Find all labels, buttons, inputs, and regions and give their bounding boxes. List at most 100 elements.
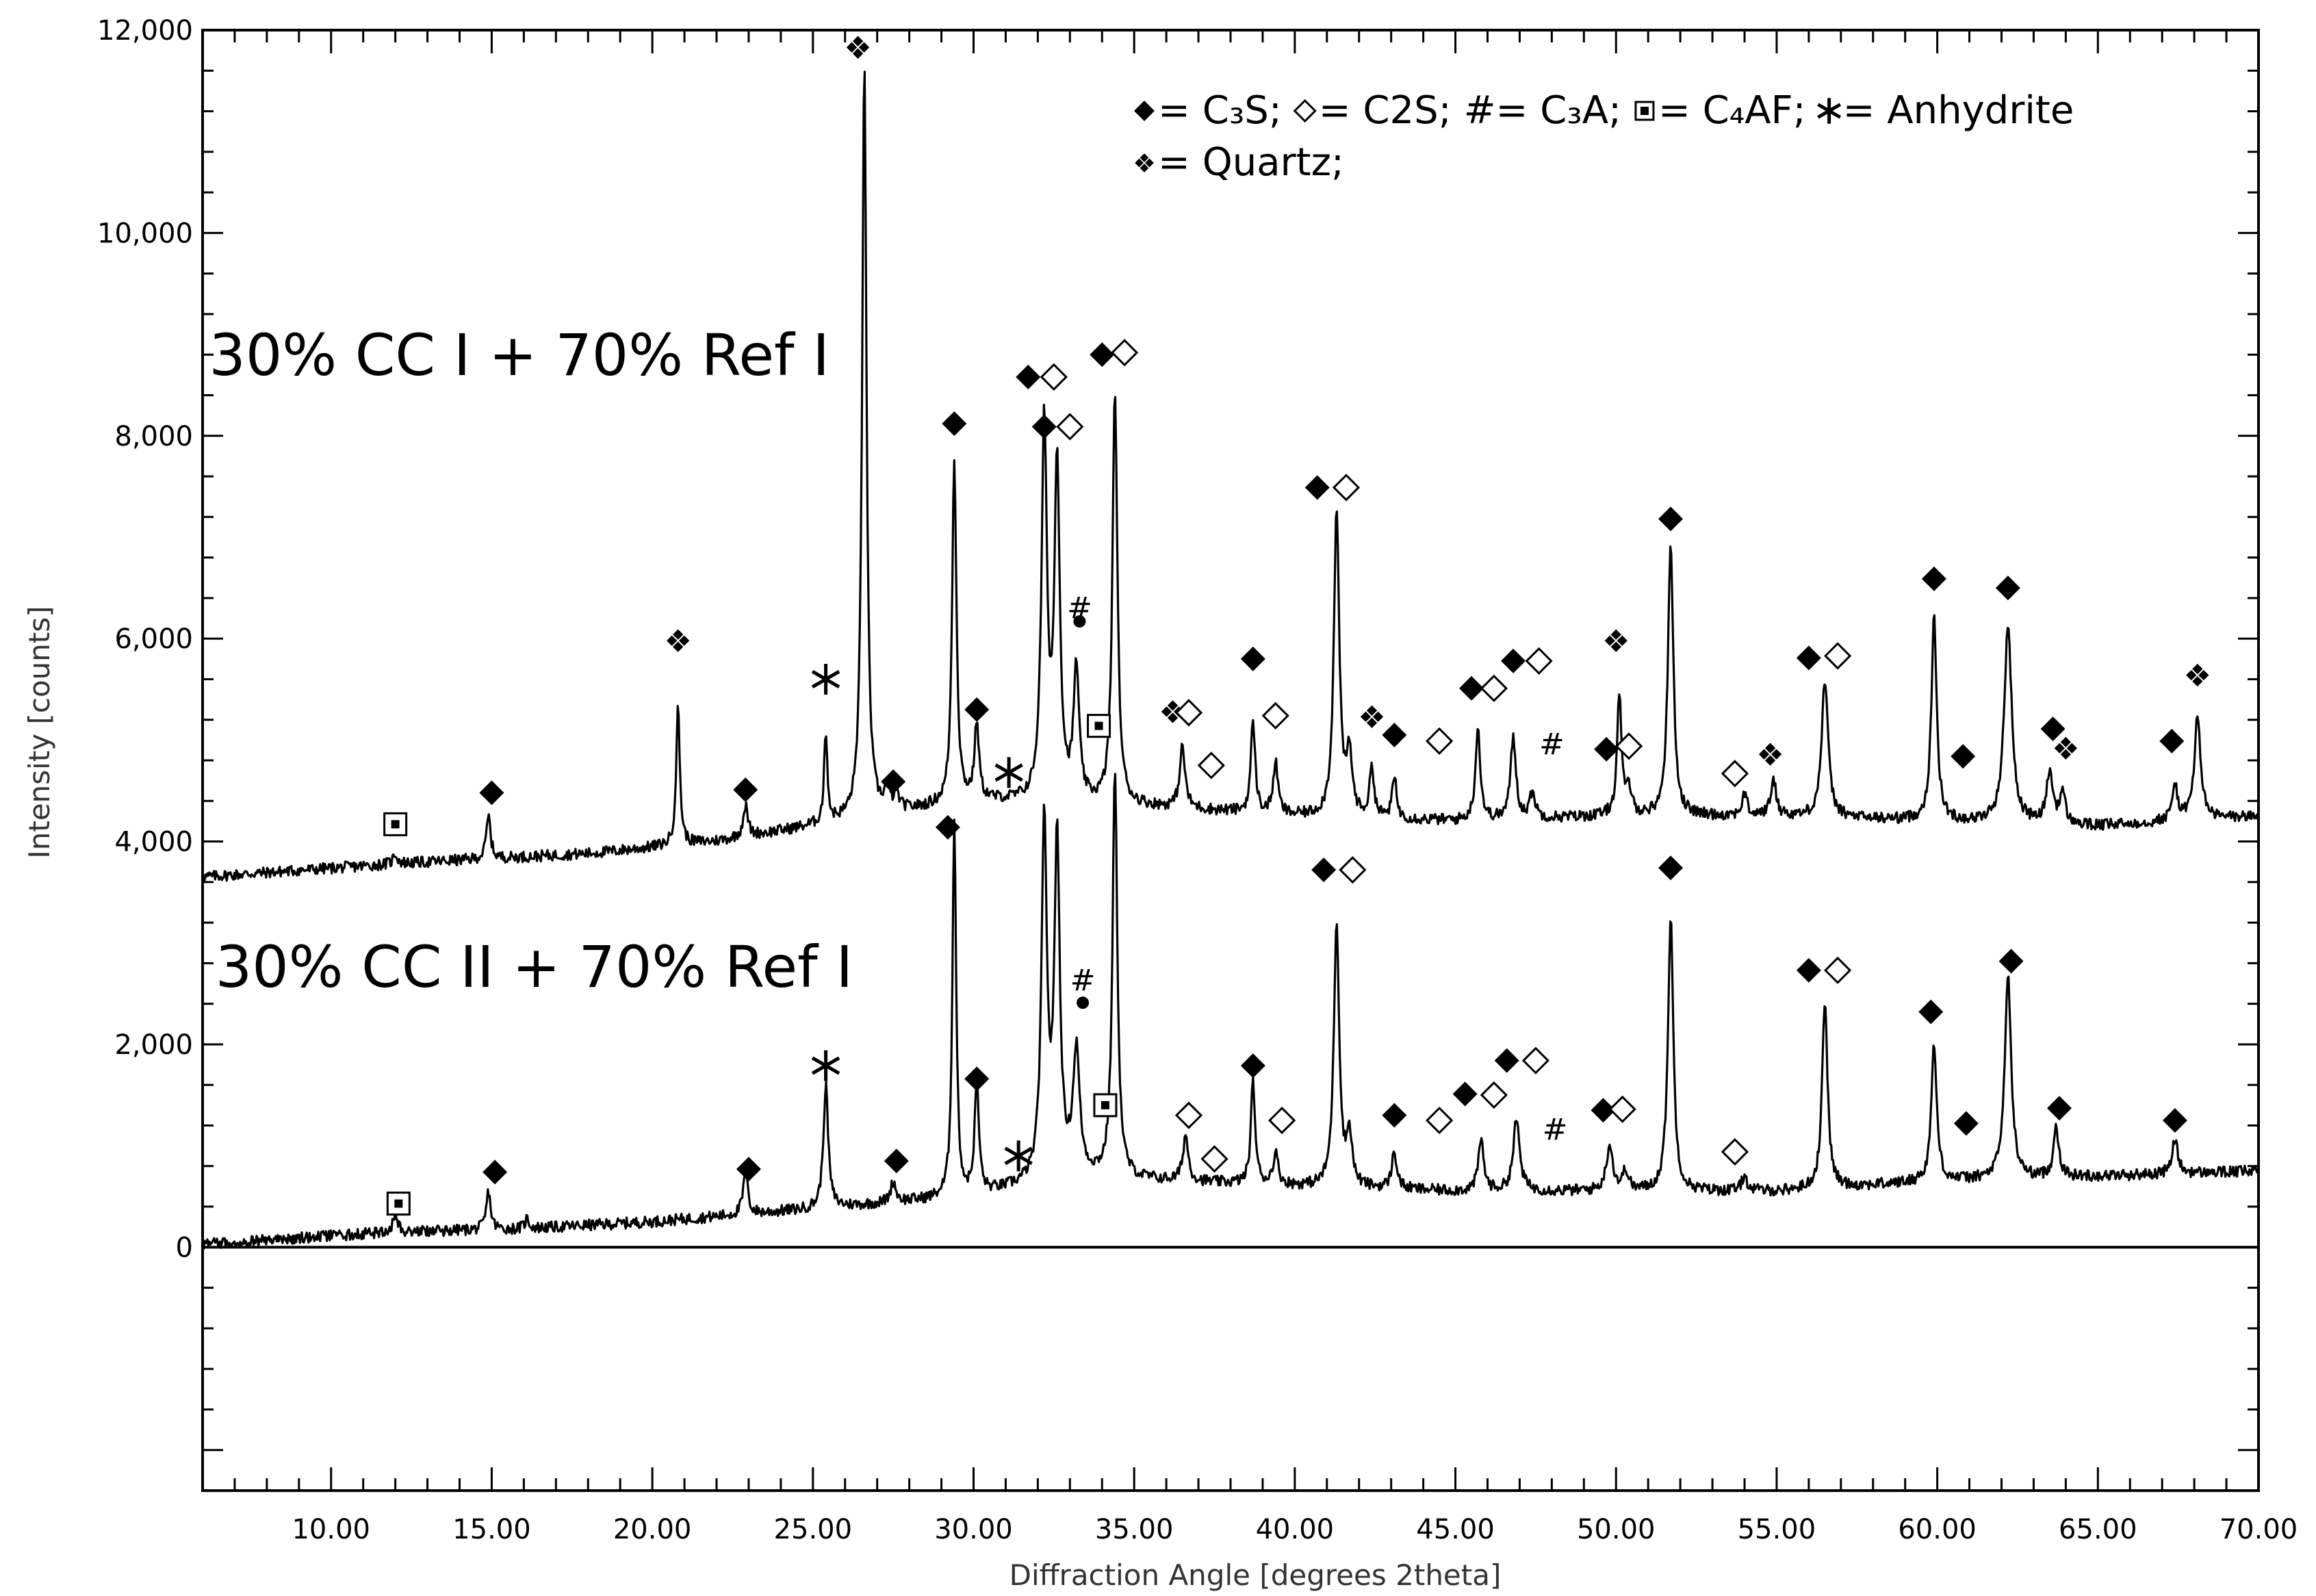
marker-dot bbox=[1077, 996, 1090, 1009]
marker-c3s bbox=[1240, 646, 1265, 671]
x-tick-label: 20.00 bbox=[613, 1514, 692, 1545]
marker-anhydrite-arm bbox=[811, 1056, 840, 1075]
x-tick-label: 30.00 bbox=[934, 1514, 1013, 1545]
series-label-cc-i: 30% CC I + 70% Ref I bbox=[209, 322, 829, 389]
y-tick-label: 12,000 bbox=[97, 15, 193, 47]
marker-c2s bbox=[1332, 474, 1361, 502]
marker-anhydrite bbox=[1004, 1140, 1033, 1172]
marker-c3s bbox=[881, 769, 906, 795]
legend-line-1: = C₃S; = C2S; #= C₃A; = C₄AF; = Anhydrite bbox=[1134, 88, 2074, 133]
marker-c2s bbox=[1200, 1145, 1228, 1173]
marker-c3s bbox=[2162, 1108, 2187, 1133]
marker-c3s bbox=[1658, 855, 1684, 881]
legend-item-quad-diamond: = Quartz; bbox=[1158, 140, 1344, 185]
marker-c3s bbox=[964, 1066, 990, 1092]
marker-c2s bbox=[1521, 1046, 1550, 1074]
marker-quartz-part bbox=[1758, 749, 1770, 760]
marker-c4af bbox=[1087, 714, 1111, 738]
marker-c3s bbox=[1951, 744, 1976, 769]
marker-c3s bbox=[1591, 1098, 1616, 1123]
marker-c2s bbox=[1823, 956, 1852, 984]
marker-c3s bbox=[1796, 957, 1821, 983]
marker-quartz-part bbox=[852, 48, 864, 59]
marker-c2s bbox=[1197, 751, 1225, 780]
marker-c3s bbox=[935, 814, 960, 840]
x-axis-title: Diffraction Angle [degrees 2theta] bbox=[1009, 1558, 1502, 1592]
x-tick-label: 70.00 bbox=[2220, 1514, 2298, 1545]
marker-c2s bbox=[1721, 1137, 1749, 1166]
marker-c2s bbox=[1425, 727, 1454, 755]
marker-c3s bbox=[1090, 342, 1115, 368]
marker-c4af-box bbox=[1087, 714, 1111, 738]
marker-c3s bbox=[2040, 717, 2066, 742]
marker-quartz-part bbox=[1372, 711, 1384, 722]
legend-item-hash: #= C₃A; bbox=[1464, 88, 1621, 133]
marker-quartz-part bbox=[1161, 706, 1172, 717]
marker-quartz-part bbox=[1140, 153, 1149, 162]
x-tick-label: 65.00 bbox=[2059, 1514, 2137, 1545]
marker-quartz-part bbox=[2186, 669, 2197, 681]
marker-quartz-part bbox=[1140, 164, 1149, 172]
marker-quartz-part bbox=[1764, 755, 1776, 766]
marker-c3s bbox=[1658, 506, 1684, 532]
marker-c2s bbox=[1056, 413, 1084, 441]
marker-c2s bbox=[1823, 642, 1852, 670]
marker-c3s bbox=[733, 777, 758, 802]
marker-c3s bbox=[1031, 414, 1057, 439]
x-tick-label: 50.00 bbox=[1577, 1514, 1656, 1545]
marker-quartz-part bbox=[2192, 675, 2203, 687]
marker-quartz-part bbox=[1771, 749, 1782, 760]
marker-quartz-part bbox=[1610, 641, 1621, 652]
marker-c3s bbox=[483, 1159, 508, 1185]
marker-quartz-part bbox=[1604, 635, 1615, 646]
marker-quartz bbox=[1135, 153, 1154, 172]
marker-c3a: # bbox=[1539, 727, 1565, 762]
legend-item-diamond-filled: = C₃S; bbox=[1158, 88, 1282, 133]
marker-anhydrite-arm bbox=[811, 670, 840, 688]
marker-c2s bbox=[1480, 1081, 1508, 1109]
marker-c3s bbox=[1459, 675, 1484, 701]
marker-anhydrite bbox=[811, 663, 840, 695]
marker-quartz-part bbox=[2198, 669, 2209, 681]
marker-quartz-part bbox=[2060, 749, 2072, 760]
marker-quartz bbox=[667, 629, 690, 652]
marker-c4af bbox=[1634, 101, 1655, 121]
marker-c3s bbox=[479, 780, 504, 806]
marker-quartz-part bbox=[1366, 705, 1378, 716]
marker-c2s bbox=[1293, 99, 1317, 123]
legend-item-diamond-open: = C2S; bbox=[1319, 88, 1452, 133]
marker-c3s bbox=[2046, 1096, 2072, 1121]
marker-quartz-part bbox=[2054, 743, 2066, 754]
x-tick-label: 55.00 bbox=[1738, 1514, 1816, 1545]
marker-quartz-part bbox=[1764, 743, 1776, 754]
marker-c4af-dot bbox=[394, 1199, 403, 1208]
x-tick-label: 35.00 bbox=[1095, 1514, 1174, 1545]
marker-quartz-part bbox=[673, 629, 684, 640]
marker-quartz-part bbox=[2192, 663, 2203, 675]
marker-c3s bbox=[964, 697, 990, 722]
marker-c3s bbox=[1918, 999, 1944, 1025]
marker-c4af-dot bbox=[1094, 721, 1103, 730]
marker-c3s bbox=[1995, 576, 2020, 601]
y-tick-label: 2,000 bbox=[114, 1029, 193, 1061]
legend-item-square-dot: = C₄AF; bbox=[1658, 88, 1806, 133]
marker-c2s bbox=[1339, 855, 1367, 884]
marker-c3s bbox=[1016, 364, 1041, 389]
marker-quartz-part bbox=[852, 36, 864, 47]
marker-c2s bbox=[1261, 702, 1289, 730]
marker-c3s bbox=[736, 1157, 761, 1182]
marker-c2s bbox=[1525, 647, 1553, 675]
marker-c2s bbox=[1425, 1106, 1454, 1135]
marker-quartz-part bbox=[1366, 717, 1378, 728]
marker-c3s bbox=[1452, 1081, 1478, 1107]
series-line-2 bbox=[201, 773, 2259, 1250]
plot-border bbox=[201, 29, 2260, 1492]
marker-anhydrite-arm bbox=[1004, 1146, 1033, 1166]
marker-c3s bbox=[1594, 736, 1619, 762]
marker-c2s bbox=[1040, 363, 1068, 391]
marker-quartz-part bbox=[858, 42, 870, 53]
marker-quartz-part bbox=[679, 635, 690, 646]
marker-c3s bbox=[2159, 728, 2185, 754]
marker-c2s bbox=[1174, 1101, 1203, 1129]
